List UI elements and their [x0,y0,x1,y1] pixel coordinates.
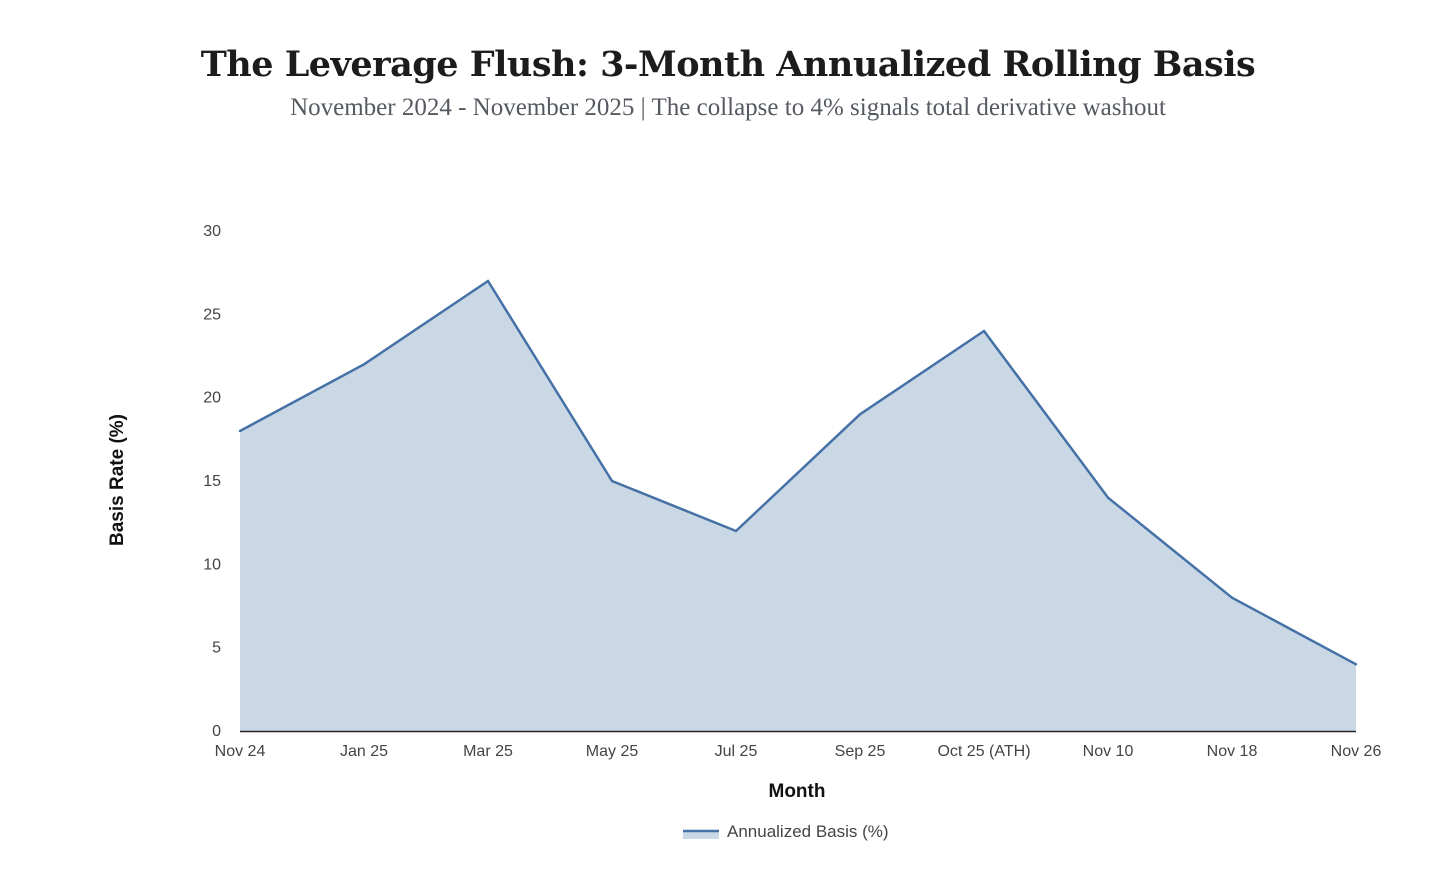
data-point [982,329,986,333]
data-point [734,529,738,533]
legend-swatch-fill [683,830,719,839]
data-point [486,279,490,283]
x-tick-label: Sep 25 [835,743,886,760]
y-tick-label: 20 [203,390,221,407]
data-point [238,429,242,433]
x-tick-label: Jan 25 [340,743,388,760]
legend-label: Annualized Basis (%) [727,822,889,841]
y-tick-label: 30 [203,223,221,240]
series-line [239,279,1357,666]
chart-subtitle: November 2024 - November 2025 | The coll… [290,94,1166,121]
x-tick-label: Nov 10 [1083,743,1134,760]
legend: Annualized Basis (%) [683,822,889,841]
data-point [1354,663,1358,666]
chart-title: The Leverage Flush: 3-Month Annualized R… [200,44,1256,85]
x-axis-ticks: Nov 24 Jan 25 Mar 25 May 25 Jul 25 Sep 25 Oct … [215,743,1382,760]
data-point [610,479,614,483]
y-tick-label: 15 [203,473,221,490]
x-tick-label: Mar 25 [463,743,513,760]
y-tick-label: 25 [203,306,221,323]
x-tick-label: Nov 18 [1207,743,1258,760]
x-tick-label: May 25 [586,743,639,760]
data-point [1230,596,1234,599]
x-tick-label: Jul 25 [715,743,758,760]
series-area-fill [240,281,1356,731]
x-tick-label: Nov 26 [1331,743,1382,760]
x-tick-label: Nov 24 [215,743,266,760]
y-tick-label: 0 [212,723,221,740]
y-tick-label: 10 [203,556,221,573]
data-point [362,363,366,366]
x-tick-label: Oct 25 (ATH) [937,743,1030,760]
data-point [1106,496,1110,499]
data-point [858,413,862,416]
y-tick-label: 5 [212,640,221,657]
y-axis-title: Basis Rate (%) [107,414,128,546]
plot-area [238,279,1358,731]
y-axis-ticks: 0 5 10 15 20 25 30 [203,223,221,740]
x-axis-title: Month [769,781,826,802]
